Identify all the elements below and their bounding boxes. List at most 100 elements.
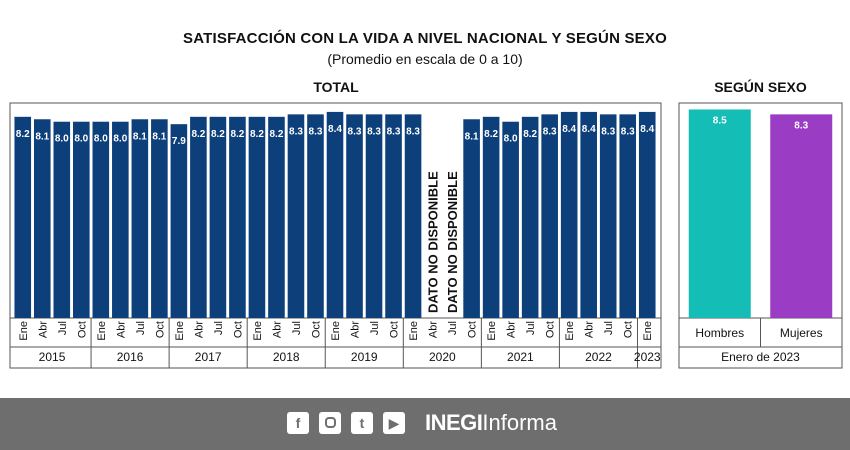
x-tick-label: Abr [506, 321, 518, 338]
total-bar-value: 8.3 [348, 126, 362, 137]
sexo-bar-value: 8.3 [794, 120, 808, 131]
instagram-icon[interactable] [319, 412, 341, 434]
total-bar-value: 8.3 [289, 126, 303, 137]
twitter-icon[interactable]: t [351, 412, 373, 434]
x-tick-label: Ene [642, 321, 654, 341]
x-tick-label: Abr [584, 321, 596, 338]
x-tick-label: Jul [603, 321, 615, 335]
chart-subtitle: (Promedio en escala de 0 a 10) [327, 51, 523, 67]
brand-bold: INEGI [425, 410, 483, 435]
year-label: 2018 [273, 350, 300, 364]
total-bar-value: 8.2 [523, 129, 537, 140]
total-bar-value: 8.0 [504, 134, 518, 145]
total-bar-value: 8.1 [465, 131, 479, 142]
inegi-informa-logo: INEGIInforma [425, 410, 557, 436]
year-label: 2015 [39, 350, 66, 364]
total-bar-value: 8.3 [367, 126, 381, 137]
total-bar [365, 114, 383, 318]
total-bar-value: 8.0 [55, 134, 69, 145]
total-bar-value: 8.3 [601, 126, 615, 137]
total-bar-value: 8.2 [250, 129, 264, 140]
total-bar [502, 121, 519, 318]
x-tick-label: Oct [389, 321, 401, 338]
total-bar [638, 111, 656, 318]
x-tick-label: Ene [174, 321, 186, 341]
total-bar-value: 8.0 [113, 134, 127, 145]
total-bar-value: 8.0 [94, 134, 108, 145]
total-bar-value: 8.3 [543, 126, 557, 137]
chart-title: SATISFACCIÓN CON LA VIDA A NIVEL NACIONA… [183, 30, 667, 47]
year-label: 2016 [117, 350, 144, 364]
sexo-category-label: Mujeres [780, 326, 823, 340]
x-tick-label: Ene [18, 321, 30, 341]
total-bar-value: 8.4 [640, 124, 654, 135]
youtube-icon[interactable]: ▶ [383, 412, 405, 434]
total-bar-value: 8.2 [230, 129, 244, 140]
year-label: 2023 [634, 350, 661, 364]
total-bar-value: 8.3 [387, 126, 401, 137]
total-bar-value: 8.3 [406, 126, 420, 137]
total-bar-value: 8.2 [211, 129, 225, 140]
x-tick-label: Jul [213, 321, 225, 335]
year-label: 2022 [585, 350, 612, 364]
x-tick-label: Ene [486, 321, 498, 341]
total-bar [541, 114, 558, 318]
total-bar [521, 116, 539, 318]
total-bar [190, 116, 207, 318]
total-bar [385, 114, 402, 318]
total-bar-value: 8.4 [582, 124, 596, 135]
total-bar [14, 116, 32, 318]
total-bar-value: 8.1 [35, 131, 49, 142]
sexo-category-label: Hombres [695, 326, 744, 340]
facebook-icon[interactable]: f [287, 412, 309, 434]
x-tick-label: Jul [447, 321, 459, 335]
total-bar-value: 8.2 [16, 129, 30, 140]
x-tick-label: Oct [623, 321, 635, 338]
total-bar [170, 124, 188, 319]
total-bar [248, 116, 266, 318]
total-bar-value: 8.3 [309, 126, 323, 137]
total-bar-value: 8.1 [152, 131, 166, 142]
sexo-bar-value: 8.5 [713, 115, 727, 126]
total-bar [599, 114, 617, 318]
x-tick-label: Jul [291, 321, 303, 335]
footer-bar: f t ▶ INEGIInforma [0, 398, 850, 450]
total-bar [73, 121, 90, 318]
x-tick-label: Abr [350, 321, 362, 338]
total-bar [53, 121, 71, 318]
total-bar [92, 121, 110, 318]
total-bar-value: 8.0 [74, 134, 88, 145]
x-tick-label: Oct [232, 321, 244, 338]
x-tick-label: Oct [310, 321, 322, 338]
year-label: 2017 [195, 350, 222, 364]
x-tick-label: Abr [193, 321, 205, 338]
total-bar [404, 114, 422, 318]
panel-title-sexo: SEGÚN SEXO [714, 79, 807, 95]
x-tick-label: Jul [57, 321, 69, 335]
total-bar [112, 121, 129, 318]
x-tick-label: Oct [154, 321, 166, 338]
chart-area: 8.2 Ene 8.1 Abr 8.0 Jul 8.0 Oct 8.0 Ene 8.0 Abr 8.1 J… [9, 102, 843, 369]
x-tick-label: Oct [76, 321, 88, 338]
brand-light: Informa [482, 410, 557, 435]
total-bar-value: 8.2 [484, 129, 498, 140]
total-bar-value: 8.3 [621, 126, 635, 137]
x-tick-label: Ene [252, 321, 264, 341]
total-bar [287, 114, 305, 318]
total-bar [346, 114, 363, 318]
total-bar [229, 116, 246, 318]
total-bar-value: 8.1 [133, 131, 147, 142]
total-bar-value: 8.4 [328, 124, 342, 135]
x-tick-label: Oct [545, 321, 557, 338]
total-bar-value: 8.4 [562, 124, 576, 135]
sexo-bar [770, 114, 833, 318]
year-label: 2021 [507, 350, 534, 364]
total-bar [33, 119, 51, 318]
x-tick-label: Oct [467, 321, 479, 338]
missing-data-label: DATO NO DISPONIBLE [445, 171, 460, 313]
total-bar-value: 8.2 [270, 129, 284, 140]
total-bar-value: 8.2 [191, 129, 205, 140]
total-bar-value: 7.9 [172, 136, 186, 147]
total-bar [580, 111, 597, 318]
total-bar [131, 119, 149, 318]
